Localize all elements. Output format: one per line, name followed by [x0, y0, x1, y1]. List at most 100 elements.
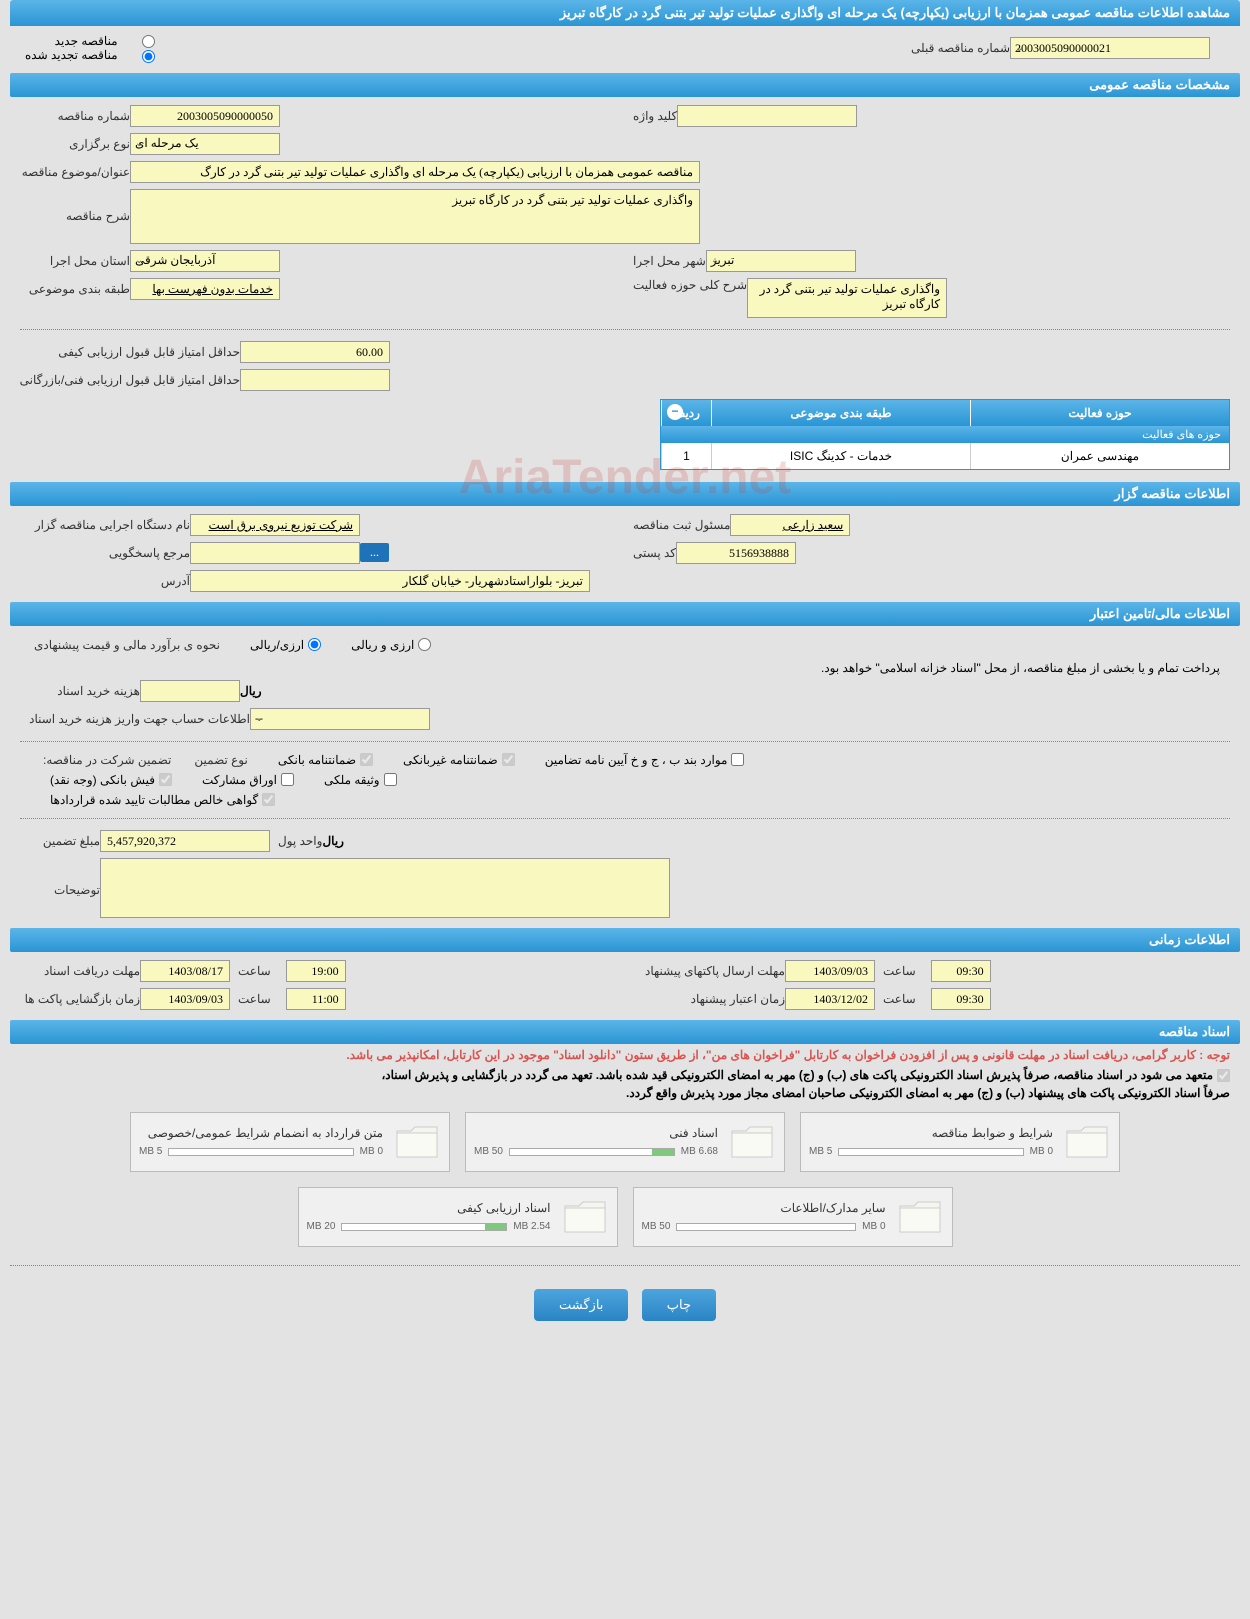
rial-unit: ریال [240, 684, 262, 698]
keyword-field[interactable] [677, 105, 857, 127]
folder-icon [393, 1121, 441, 1163]
keyword-label: کلید واژه [625, 109, 677, 123]
file-max: 5 MB [139, 1146, 162, 1157]
check-nonbank[interactable] [502, 753, 515, 766]
tender-mode-radios: مناقصه جدید مناقصه تجدید شده شماره مناقص… [10, 26, 1240, 71]
check-cash[interactable] [159, 773, 172, 786]
file-used: 0 MB [360, 1146, 383, 1157]
note-black-2: متعهد می شود در اسناد مناقصه، صرفاً پذیر… [381, 1068, 1213, 1082]
prev-number-select[interactable]: 2003005090000021⌄ [1010, 37, 1210, 59]
doc-deadline-time[interactable]: 19:00 [286, 960, 346, 982]
file-max: 50 MB [642, 1221, 671, 1232]
file-title: اسناد ارزیابی کیفی [307, 1201, 551, 1215]
file-box[interactable]: اسناد فنی6.68 MB50 MB [465, 1112, 785, 1172]
currency-label: ارزی و ریالی [351, 638, 414, 652]
radio-currency[interactable] [418, 638, 431, 651]
commitment-check[interactable] [1217, 1069, 1230, 1082]
min-tech-field[interactable] [240, 369, 390, 391]
table-row: 1 خدمات - کدینگ ISIC مهندسی عمران [661, 443, 1229, 469]
file-box[interactable]: متن قرارداد به انضمام شرایط عمومی/خصوصی 0… [130, 1112, 450, 1172]
prev-number-label: شماره مناقصه قبلی [903, 41, 1010, 55]
title-field[interactable]: مناقصه عمومی همزمان با ارزیابی (یکپارچه)… [130, 161, 700, 183]
new-tender-label: مناقصه جدید [55, 34, 118, 48]
payment-note: پرداخت تمام و یا بخشی از مبلغ مناقصه، از… [20, 659, 1230, 677]
radio-renewed-tender[interactable] [142, 50, 155, 63]
file-max: 5 MB [809, 1146, 832, 1157]
file-box[interactable]: شرایط و ضوابط مناقصه 0 MB 5 MB [800, 1112, 1120, 1172]
responsible-label: مسئول ثبت مناقصه [625, 518, 730, 532]
type-select[interactable]: یک مرحله ای⌄ [130, 133, 280, 155]
validity-label: زمان اعتبار پیشنهاد [625, 992, 785, 1006]
file-used: 6.68 MB [681, 1146, 718, 1157]
guarantee-label: تضمین شرکت در مناقصه: [35, 753, 171, 767]
address-field[interactable]: تبریز- بلواراستادشهریار- خیابان گلکار [190, 570, 590, 592]
postcode-field[interactable]: 5156938888 [676, 542, 796, 564]
activity-table: ردیف طبقه بندی موضوعی حوزه فعالیت − حوزه… [660, 399, 1230, 470]
province-select[interactable]: آذربایجان شرقی⌄ [130, 250, 280, 272]
check-bank[interactable] [360, 753, 373, 766]
tender-number-field[interactable]: 2003005090000050 [130, 105, 280, 127]
min-qual-label: حداقل امتیاز قابل قبول ارزیابی کیفی [20, 345, 240, 359]
more-button[interactable]: ... [360, 543, 389, 562]
opening-label: زمان بازگشایی پاکت ها [20, 992, 140, 1006]
file-title: شرایط و ضوابط مناقصه [809, 1126, 1053, 1140]
agency-label: نام دستگاه اجرایی مناقصه گزار [20, 518, 190, 532]
file-box[interactable]: سایر مدارک/اطلاعات0 MB50 MB [633, 1187, 953, 1247]
check-property[interactable] [384, 773, 397, 786]
reference-field[interactable] [190, 542, 360, 564]
folder-icon [1063, 1121, 1111, 1163]
city-select[interactable]: تبریز⌄ [706, 250, 856, 272]
check-claims[interactable] [262, 793, 275, 806]
check-papers[interactable] [281, 773, 294, 786]
radio-rial[interactable] [308, 638, 321, 651]
min-qual-field[interactable]: 60.00 [240, 341, 390, 363]
envelope-deadline-date[interactable]: 1403/09/03 [785, 960, 875, 982]
collapse-icon[interactable]: − [667, 404, 683, 420]
page-title-bar: مشاهده اطلاعات مناقصه عمومی همزمان با ار… [10, 0, 1240, 26]
rial-only-label: ارزی/ریالی [250, 638, 304, 652]
desc-label: شرح مناقصه [20, 189, 130, 223]
agency-field[interactable]: شرکت توزیع نیروی برق است [190, 514, 360, 536]
hour2: ساعت [230, 992, 271, 1006]
title-label: عنوان/موضوع مناقصه [20, 165, 130, 179]
file-used: 0 MB [1030, 1146, 1053, 1157]
category-field[interactable]: خدمات بدون فهرست بها [130, 278, 280, 300]
responsible-field[interactable]: سعید زارعی [730, 514, 850, 536]
hour1: ساعت [230, 964, 271, 978]
hour4: ساعت [875, 992, 916, 1006]
section-financial-header: اطلاعات مالی/تامین اعتبار [10, 602, 1240, 626]
validity-date[interactable]: 1403/12/02 [785, 988, 875, 1010]
desc-field[interactable]: واگذاری عملیات تولید تیر بتنی گرد در کار… [130, 189, 700, 244]
section-time-header: اطلاعات زمانی [10, 928, 1240, 952]
guarantee-amount-field[interactable]: 5,457,920,372 [100, 830, 270, 852]
unit-value: ریال [322, 834, 344, 848]
scope-field[interactable]: واگذاری عملیات تولید تیر بتنی گرد در کار… [747, 278, 947, 318]
doc-deadline-date[interactable]: 1403/08/17 [140, 960, 230, 982]
doc-deadline-label: مهلت دریافت اسناد [20, 964, 140, 978]
file-used: 0 MB [862, 1221, 885, 1232]
note-red-1: توجه : کاربر گرامی، دریافت اسناد در مهلت… [10, 1044, 1240, 1066]
validity-time[interactable]: 09:30 [931, 988, 991, 1010]
file-box[interactable]: اسناد ارزیابی کیفی2.54 MB20 MB [298, 1187, 618, 1247]
print-button[interactable]: چاپ [642, 1289, 716, 1321]
doc-cost-field[interactable] [140, 680, 240, 702]
file-title: متن قرارداد به انضمام شرایط عمومی/خصوصی [139, 1126, 383, 1140]
col-scope: حوزه فعالیت [970, 400, 1229, 426]
folder-icon [728, 1121, 776, 1163]
radio-new-tender[interactable] [142, 35, 155, 48]
type-label: نوع برگزاری [20, 137, 130, 151]
unit-label: واحد پول [270, 834, 322, 848]
guarantee-type-label: نوع تضمین [186, 753, 247, 767]
hour3: ساعت [875, 964, 916, 978]
envelope-deadline-time[interactable]: 09:30 [931, 960, 991, 982]
opening-time[interactable]: 11:00 [286, 988, 346, 1010]
notes-field[interactable] [100, 858, 670, 918]
account-select[interactable]: --⌄ [250, 708, 430, 730]
section-documents-header: اسناد مناقصه [10, 1020, 1240, 1044]
back-button[interactable]: بازگشت [534, 1289, 628, 1321]
folder-icon [896, 1196, 944, 1238]
opening-date[interactable]: 1403/09/03 [140, 988, 230, 1010]
table-title: حوزه های فعالیت [661, 426, 1229, 443]
file-used: 2.54 MB [513, 1221, 550, 1232]
check-bonds[interactable] [731, 753, 744, 766]
